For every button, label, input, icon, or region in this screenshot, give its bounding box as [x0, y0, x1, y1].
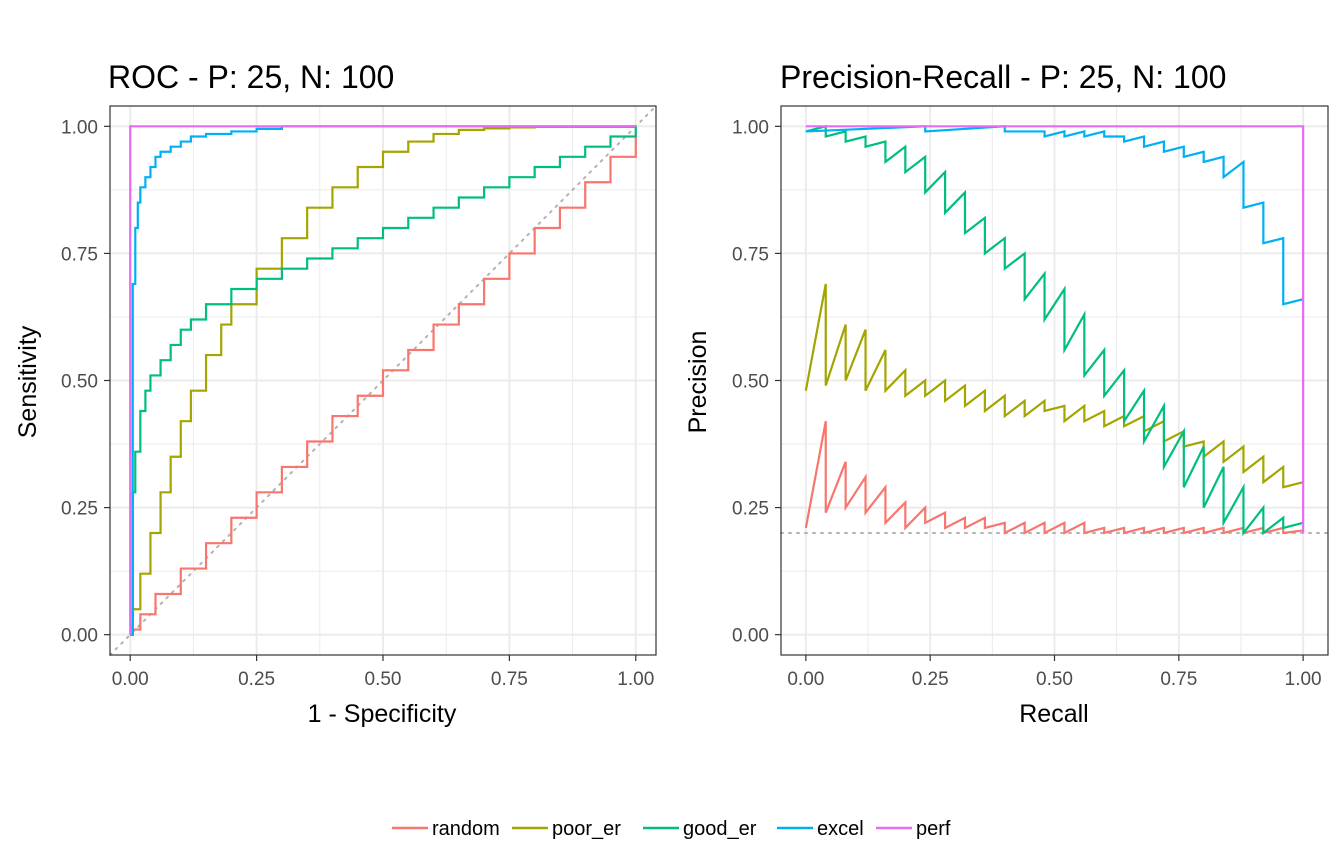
x-tick-label: 0.25: [912, 669, 949, 690]
x-tick-label: 0.00: [112, 669, 149, 690]
legend: random poor_er good_er excel perf: [392, 818, 951, 840]
x-tick-label: 0.00: [787, 669, 824, 690]
legend-item-perf: perf: [876, 818, 951, 840]
legend-item-good-er: good_er: [643, 818, 757, 840]
legend-label: random: [432, 818, 500, 840]
roc-series-perf: [129, 125, 636, 635]
x-tick-label: 0.50: [365, 669, 402, 690]
x-tick-label: 0.75: [1160, 669, 1197, 690]
pr-y-axis-title: Precision: [684, 331, 712, 434]
roc-series-excel: [130, 125, 636, 636]
pr-series: [804, 124, 1305, 537]
roc-panel: ROC - P: 25, N: 100 0.00 0.00 0.25 0.25 0.50…: [14, 59, 657, 728]
pr-series-perf: [805, 125, 1305, 533]
roc-series-good-er: [130, 126, 637, 636]
y-tick-label: 0.25: [61, 499, 98, 520]
y-tick-label: 1.00: [732, 117, 769, 138]
pr-panel: Precision-Recall - P: 25, N: 100 0.000.0…: [684, 59, 1329, 728]
roc-series-random: [130, 131, 637, 631]
pr-series-good-er: [805, 124, 1304, 537]
y-tick-label: 0.50: [61, 372, 98, 393]
y-tick-label: 0.00: [732, 626, 769, 647]
y-tick-label: 0.50: [732, 372, 769, 393]
pr-series-poor-er: [804, 283, 1304, 489]
legend-item-excel: excel: [777, 818, 864, 840]
roc-reference-line: [109, 105, 657, 656]
legend-label: good_er: [683, 818, 757, 840]
pr-grid: [781, 106, 1328, 655]
y-tick-label: 0.00: [61, 626, 98, 647]
pr-title: Precision-Recall - P: 25, N: 100: [780, 59, 1226, 95]
x-tick-label: 0.50: [1036, 669, 1073, 690]
pr-ticks: 0.00 0.00 0.25 0.25 0.50 0.50 0.75 0.75 1.00 1.00: [732, 117, 1322, 690]
roc-ticks: 0.00 0.00 0.25 0.25 0.50 0.50 0.75 0.75 1.00 1.00: [61, 117, 654, 690]
roc-title: ROC - P: 25, N: 100: [108, 59, 394, 95]
x-tick-label: 1.00: [617, 669, 654, 690]
pr-series-random: [804, 420, 1304, 535]
pr-x-axis-title: Recall: [1019, 700, 1088, 728]
legend-label: excel: [817, 818, 864, 840]
legend-label: poor_er: [552, 818, 621, 840]
roc-y-axis-title: Sensitivity: [14, 325, 42, 438]
legend-label: perf: [916, 818, 951, 840]
roc-series: [129, 125, 637, 636]
roc-x-axis-title: 1 - Specificity: [308, 700, 457, 728]
y-tick-label: 1.00: [61, 117, 98, 138]
y-tick-label: 0.75: [61, 244, 98, 265]
pr-series-excel: [805, 125, 1304, 306]
legend-item-poor-er: poor_er: [512, 818, 621, 840]
diagonal-reference-line: [109, 105, 657, 656]
y-tick-label: 0.25: [732, 499, 769, 520]
x-tick-label: 1.00: [1285, 669, 1322, 690]
x-tick-label: 0.25: [238, 669, 275, 690]
x-tick-label: 0.75: [491, 669, 528, 690]
legend-item-random: random: [392, 818, 500, 840]
y-tick-label: 0.75: [732, 244, 769, 265]
